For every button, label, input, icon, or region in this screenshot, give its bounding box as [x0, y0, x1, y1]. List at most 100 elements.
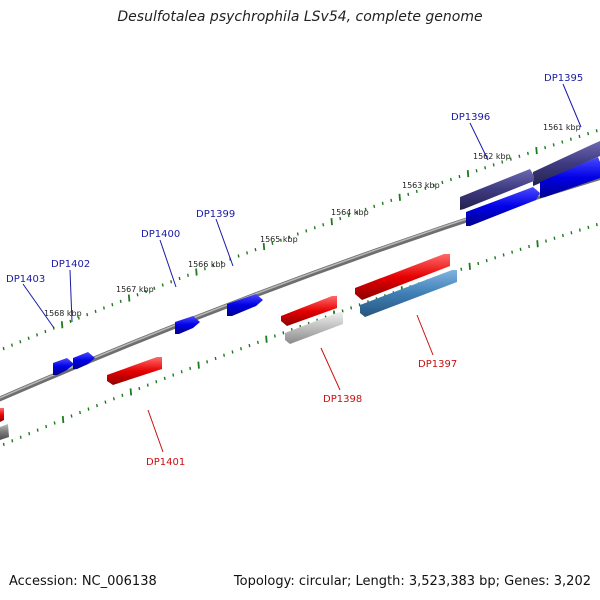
- tick-mark: [237, 254, 240, 258]
- tick-mark: [441, 180, 444, 185]
- gene-label-dp1397[interactable]: DP1397: [418, 359, 457, 370]
- tick-mark: [552, 143, 555, 147]
- tick-mark: [119, 299, 122, 304]
- tick-mark: [492, 163, 495, 167]
- kbp-label: 1562 kbp: [473, 152, 511, 161]
- tick-mark: [246, 251, 249, 255]
- tick-mark: [254, 248, 257, 252]
- tick-mark: [95, 403, 98, 408]
- tick-mark: [528, 244, 531, 249]
- gene-arrow-dp1396[interactable]: [460, 169, 540, 226]
- gene-arrow-dp1395[interactable]: [533, 141, 600, 198]
- tick-mark: [10, 343, 13, 347]
- tick-mark: [415, 189, 418, 193]
- kbp-label: 1561 kbp: [543, 123, 581, 132]
- tick-mark: [256, 340, 259, 344]
- tick-mark: [231, 350, 234, 354]
- gene-arrow-dp1398[interactable]: [281, 296, 343, 344]
- tick-mark: [553, 236, 556, 240]
- tick-mark: [398, 193, 401, 201]
- tick-mark: [19, 435, 22, 439]
- gene-label-dp1403[interactable]: DP1403: [6, 274, 45, 285]
- kbp-label: 1564 kbp: [331, 208, 369, 217]
- tick-mark: [390, 198, 393, 202]
- tick-mark: [45, 424, 48, 429]
- gene-arrow-dp1401[interactable]: [107, 357, 162, 385]
- tick-mark: [595, 223, 598, 227]
- gene-arrow-dp1399[interactable]: [227, 294, 263, 316]
- gene-label-dp1402[interactable]: DP1402: [51, 259, 90, 270]
- tick-mark: [569, 137, 572, 141]
- tick-mark: [502, 253, 505, 257]
- tick-mark: [544, 146, 547, 150]
- tick-mark: [19, 340, 22, 344]
- gene-arrow-edge-left[interactable]: [0, 408, 9, 440]
- tick-mark: [94, 309, 97, 313]
- tick-mark: [526, 151, 529, 156]
- tick-mark: [203, 267, 206, 271]
- tick-mark: [197, 361, 200, 369]
- tick-track-upper: [2, 129, 598, 351]
- tick-mark: [127, 294, 131, 302]
- gene-label-dp1396[interactable]: DP1396: [451, 112, 490, 123]
- tick-mark: [282, 331, 285, 335]
- tick-mark: [313, 226, 316, 230]
- tick-mark: [69, 319, 72, 324]
- gene-label-dp1398[interactable]: DP1398: [323, 394, 362, 405]
- tick-mark: [129, 388, 133, 396]
- tick-mark: [111, 303, 114, 307]
- tick-mark: [121, 393, 124, 397]
- tick-mark: [79, 410, 82, 415]
- tick-mark: [511, 250, 514, 254]
- tick-mark: [36, 333, 39, 337]
- tick-mark: [350, 306, 353, 310]
- tick-mark: [240, 347, 242, 351]
- tick-mark: [475, 169, 478, 173]
- tick-mark: [28, 432, 31, 436]
- gene-arrow-dp1403[interactable]: [53, 358, 74, 375]
- tick-mark: [518, 154, 521, 158]
- tick-mark: [214, 356, 217, 361]
- gene-arrow-dp1402[interactable]: [73, 352, 95, 369]
- tick-mark: [494, 256, 497, 260]
- tick-mark: [484, 166, 487, 170]
- label-leaders-blue: [22, 83, 582, 329]
- gene-label-dp1399[interactable]: DP1399: [196, 209, 235, 220]
- tick-mark: [163, 376, 166, 381]
- tick-mark: [187, 273, 189, 277]
- tick-mark: [322, 223, 325, 227]
- tick-mark: [2, 442, 5, 447]
- tick-mark: [288, 235, 291, 239]
- gene-label-dp1401[interactable]: DP1401: [146, 457, 185, 468]
- tick-mark: [36, 428, 39, 432]
- tick-mark: [330, 218, 333, 226]
- tick-mark: [112, 397, 115, 401]
- gene-label-dp1395[interactable]: DP1395: [544, 73, 583, 84]
- tick-mark: [347, 213, 350, 218]
- kbp-label: 1568 kbp: [44, 309, 82, 318]
- gene-arrow-dp1400[interactable]: [175, 316, 200, 334]
- tick-mark: [279, 238, 282, 242]
- tick-mark: [358, 303, 361, 307]
- kbp-label: 1567 kbp: [116, 285, 154, 294]
- tick-mark: [262, 242, 266, 251]
- gene-label-dp1400[interactable]: DP1400: [141, 229, 180, 240]
- tick-mark: [305, 229, 308, 233]
- tick-mark: [212, 263, 215, 268]
- tick-mark: [144, 289, 147, 294]
- tick-mark: [195, 268, 198, 276]
- tick-mark: [519, 247, 522, 251]
- kbp-label: 1565 kbp: [260, 235, 298, 244]
- tick-mark: [2, 346, 5, 351]
- tick-mark: [595, 129, 598, 133]
- tick-mark: [341, 309, 344, 313]
- tick-mark: [60, 321, 64, 329]
- gene-arrow-dp1397[interactable]: [355, 254, 457, 317]
- tick-mark: [102, 306, 105, 310]
- tick-mark: [172, 373, 175, 377]
- tick-mark: [545, 239, 547, 243]
- tick-mark: [77, 316, 80, 320]
- label-leaders-red: [147, 314, 434, 453]
- tick-mark: [432, 183, 435, 188]
- tick-mark: [477, 261, 480, 266]
